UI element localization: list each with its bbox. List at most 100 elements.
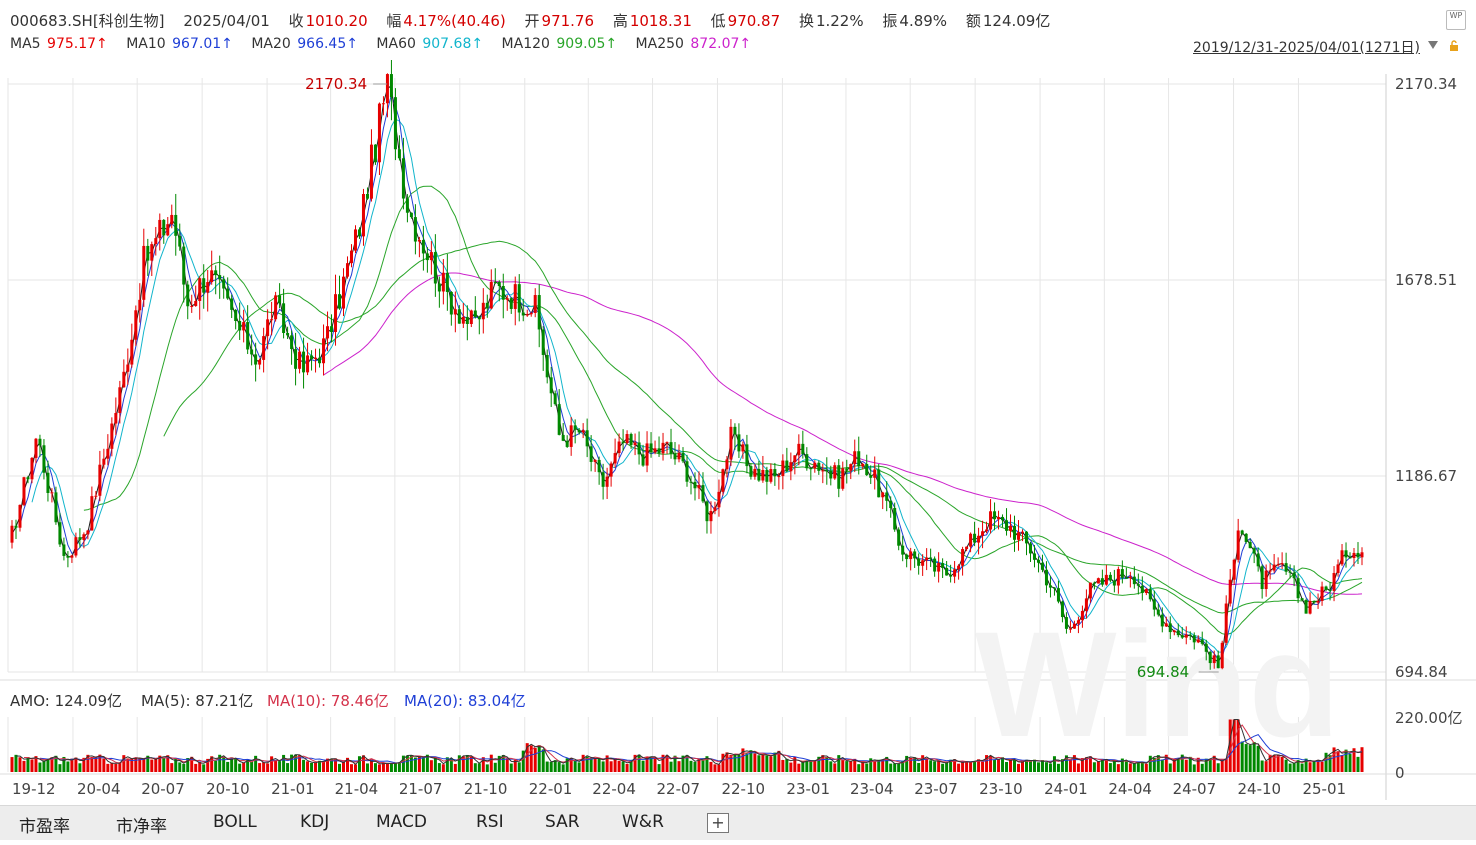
volume-bar [945,762,949,772]
stock-code[interactable]: 000683.SH[科创生物] [10,12,165,30]
volume-bar [425,754,429,772]
volume-bar [993,759,997,772]
candle-body [741,444,745,452]
tab-rsi[interactable]: RSI [476,812,504,832]
volume-bar [609,761,613,772]
volume-axis: 220.00亿 0 [1395,709,1463,782]
tab-wr[interactable]: W&R [622,812,664,832]
candle-body [489,281,493,309]
candle-body [198,278,202,301]
candle-body [621,441,625,444]
volume-bar [130,758,134,772]
candle-body [1032,553,1036,560]
candle-body [653,448,657,453]
time-tick-label: 21-07 [399,780,443,798]
volume-bar [685,754,689,772]
price-tick-label: 2170.34 [1395,75,1457,93]
volume-bar [94,757,98,772]
candle-body [266,319,270,337]
candle-body [1316,600,1320,603]
add-tab-button[interactable]: + [707,813,729,833]
candle-body [286,333,290,336]
volume-bar [513,760,517,772]
candle-body [821,470,825,472]
candle-body [1013,525,1017,540]
volume-bar [477,763,481,772]
volume-bar [286,763,290,772]
candle-body [206,282,210,293]
candle-body [1132,576,1136,585]
time-tick-label: 25-01 [1302,780,1346,798]
ma250-value: 872.07↑ [690,36,752,52]
volume-bar [889,763,893,772]
candle-body [525,314,529,316]
candle-body [841,468,845,489]
volume-bar [1080,758,1084,772]
volume-bar [753,753,757,772]
volume-bar [1304,758,1308,772]
candle-body [709,511,713,522]
volume-bar [1013,760,1017,772]
price-chart[interactable]: Wind 2170.34 694.84 2170.34 1678.51 1186.67… [0,60,1476,800]
candle-body [50,492,54,494]
candle-body [377,103,381,163]
candle-body [961,549,965,566]
candle-body [725,459,729,470]
time-tick-label: 22-01 [529,780,573,798]
candle-body [409,212,413,218]
candle-body [569,425,573,447]
volume-bar [114,763,118,772]
ma60-value: 907.68↑ [422,36,484,52]
candle-body [661,442,665,454]
volume-bar [1140,762,1144,772]
candle-body [609,463,613,477]
wp-badge[interactable]: WP [1446,10,1466,30]
tab-kdj[interactable]: KDJ [300,812,330,832]
volume-bar [809,760,813,772]
candle-body [837,465,841,489]
volume-bar [1312,760,1316,772]
candle-body [66,555,70,558]
tab-boll[interactable]: BOLL [213,812,257,832]
volume-bar [741,748,745,772]
volume-bar [805,760,809,772]
volume-header: AMO: 124.09亿 MA(5): 87.21亿 MA(10): 78.46… [10,692,526,710]
volume-bar [1188,756,1192,772]
candles [10,60,1364,670]
volume-bar [1256,745,1260,772]
volume-bar [781,759,785,772]
volume-bar [1288,763,1292,772]
lock-icon[interactable] [1448,40,1460,52]
date-range-selector[interactable]: 2019/12/31-2025/04/01(1271日) [1193,40,1420,56]
tab-pe[interactable]: 市盈率 [19,817,70,837]
candle-body [78,537,82,540]
candle-body [1360,552,1364,558]
volume-bar [497,755,501,772]
tab-sar[interactable]: SAR [545,812,580,832]
tab-pb[interactable]: 市净率 [116,817,167,837]
tab-macd[interactable]: MACD [376,812,427,832]
ma10-label: MA10 [126,36,166,52]
volume-bar [150,759,154,772]
volume-bar [709,761,713,772]
amount-value: 124.09亿 [982,12,1051,30]
candle-body [561,434,565,441]
candle-body [1084,598,1088,611]
time-tick-label: 20-04 [77,780,121,798]
volume-bar [230,757,234,772]
volume-bar [202,764,206,772]
candle-body [573,425,577,430]
candle-body [162,219,166,236]
candle-body [218,275,222,280]
candle-body [357,229,361,237]
high-label: 高 [612,12,628,30]
candle-body [533,295,537,313]
volume-bar [1180,754,1184,772]
volume-bar [210,756,214,772]
candle-body [901,545,905,555]
candle-body [413,217,417,242]
chevron-down-icon[interactable] [1427,40,1439,50]
volume-bar [190,756,194,772]
volume-bar [218,754,222,772]
volume-bar [413,757,417,772]
